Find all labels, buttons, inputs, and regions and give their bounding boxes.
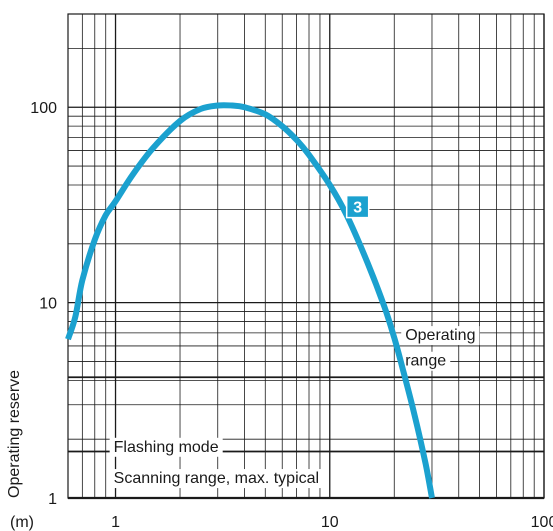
series-line bbox=[65, 102, 435, 499]
chart-grid bbox=[67, 13, 545, 500]
annotation-text: Operating bbox=[405, 327, 475, 344]
y-tick-label: 10 bbox=[39, 296, 57, 313]
annotation-text: Flashing mode bbox=[114, 439, 219, 456]
annotation-background bbox=[109, 469, 324, 489]
curve-number-label: 3 bbox=[353, 200, 362, 217]
annotation-text: range bbox=[405, 353, 446, 370]
annotation-background bbox=[401, 326, 480, 346]
annotations: 3 Operating range Flashing mode Scanning ran… bbox=[114, 194, 475, 487]
curve-number-badge bbox=[345, 194, 370, 219]
tick-labels: 1 10 100 1 10 100 bbox=[30, 100, 553, 531]
annotation-text: Scanning range, max. typical bbox=[114, 470, 319, 487]
plot-frame bbox=[67, 13, 545, 499]
x-tick-label: 100 bbox=[531, 514, 553, 531]
y-tick-label: 1 bbox=[48, 491, 57, 508]
y-axis-label: Operating reserve bbox=[6, 370, 23, 498]
x-tick-label: 1 bbox=[111, 514, 120, 531]
annotation-background bbox=[109, 437, 223, 457]
x-unit-label: (m) bbox=[10, 514, 34, 531]
y-tick-label: 100 bbox=[30, 100, 57, 117]
x-tick-label: 10 bbox=[321, 514, 339, 531]
annotation-background bbox=[401, 351, 451, 371]
series-layer bbox=[65, 102, 435, 499]
annotation-backgrounds bbox=[109, 326, 480, 489]
